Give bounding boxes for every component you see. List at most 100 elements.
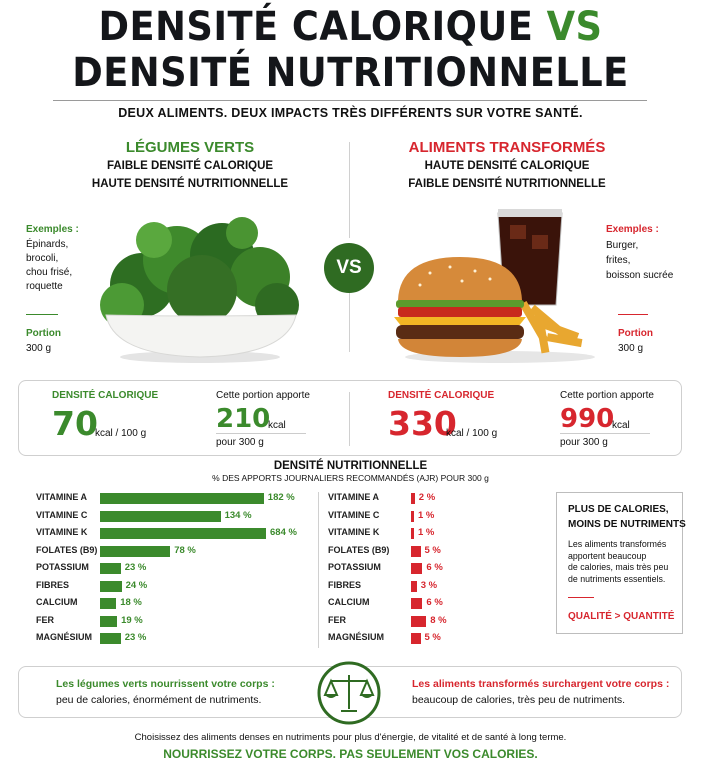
- nutrient-value: 23 %: [124, 562, 147, 573]
- nutrient-value: 24 %: [125, 579, 148, 591]
- burger-meal-image: [394, 209, 595, 363]
- side-box-punch: QUALITÉ > QUANTITÉ: [568, 611, 675, 622]
- left-examples: Épinards, brocoli, chou frisé, roquette: [26, 239, 73, 292]
- balance-scale-icon: [317, 661, 381, 725]
- nutrient-label: CALCIUM: [36, 597, 78, 607]
- nutrient-value: 134 %: [224, 509, 252, 521]
- nutrient-value: 3 %: [420, 579, 438, 591]
- right-density-value: 330: [388, 404, 457, 443]
- nutrient-bar: [411, 633, 421, 644]
- nutrient-bar: [100, 633, 121, 644]
- nutrient-label: VITAMINE A: [328, 492, 379, 502]
- left-sub1: FAIBLE DENSITÉ CALORIQUE: [106, 160, 274, 172]
- right-examples: Burger, frites, boisson sucrée: [606, 240, 674, 281]
- center-divider-mid: [349, 292, 350, 352]
- left-kcal: kcal: [268, 420, 286, 431]
- right-portion-label: Portion: [618, 328, 653, 339]
- right-portion-value: 300 g: [618, 343, 644, 354]
- right-kcal-rule: [560, 433, 650, 434]
- right-heading: ALIMENTS TRANSFORMÉS: [408, 139, 606, 156]
- side-box-body: Les aliments transformés apportent beauco…: [568, 539, 669, 584]
- bottom-left-title: Les légumes verts nourrissent votre corp…: [56, 678, 275, 690]
- nutrient-bar: [411, 598, 423, 609]
- subtitle: DEUX ALIMENTS. DEUX IMPACTS TRÈS DIFFÉRE…: [118, 106, 583, 120]
- left-portion-text: Cette portion apporte: [216, 390, 310, 401]
- side-box-rule: [568, 597, 594, 598]
- nutrient-value: 2 %: [418, 492, 436, 503]
- nutrient-label: VITAMINE K: [36, 527, 88, 537]
- right-kcal: kcal: [612, 420, 630, 431]
- left-portion-rule: [26, 314, 58, 315]
- nutrient-bar: [411, 580, 417, 592]
- title-line-1: DENSITÉ CALORIQUE VS: [98, 4, 603, 50]
- right-portion-kcal: 990: [560, 404, 615, 434]
- left-heading: LÉGUMES VERTS: [125, 139, 255, 156]
- right-sub1: HAUTE DENSITÉ CALORIQUE: [424, 160, 590, 172]
- nutrient-value: 6 %: [426, 562, 443, 573]
- bottom-right-title: Les aliments transformés surchargent vot…: [412, 678, 670, 690]
- nutrient-bar: [100, 510, 221, 522]
- nutrient-value: 684 %: [270, 527, 297, 538]
- nutrient-label: FOLATES (B9): [328, 544, 390, 555]
- left-examples-label: Exemples :: [26, 224, 79, 235]
- nutrient-value: 5 %: [424, 544, 441, 556]
- title-divider: [53, 100, 647, 101]
- nutrient-bar: [100, 615, 118, 627]
- footer-line2: NOURRISSEZ VOTRE CORPS. PAS SEULEMENT VO…: [163, 747, 538, 761]
- bottom-left-body: peu de calories, énormément de nutriment…: [56, 694, 262, 706]
- nutri-chart-right: VITAMINE A 2 % VITAMINE C 1 % VITAMINE K 1 % F…: [328, 490, 548, 650]
- nutrient-value: 8 %: [430, 614, 447, 626]
- right-density-unit: kcal / 100 g: [446, 428, 498, 439]
- nutrient-label: FER: [328, 614, 346, 625]
- nutrient-label: MAGNÉSIUM: [328, 632, 384, 642]
- nutrient-bar: [411, 563, 423, 574]
- left-portion-label: Portion: [26, 328, 61, 339]
- nutrient-bar: [411, 510, 414, 522]
- nutrient-value: 1 %: [418, 509, 435, 521]
- right-sub2: FAIBLE DENSITÉ NUTRITIONNELLE: [408, 178, 606, 190]
- vs-badge: VS: [324, 243, 374, 293]
- nutrient-label: VITAMINE C: [36, 509, 88, 520]
- nutrient-label: VITAMINE K: [328, 527, 380, 537]
- nutrient-bar: [100, 563, 121, 574]
- chart-divider: [318, 492, 319, 648]
- nutri-subtitle: % DES APPORTS JOURNALIERS RECOMMANDÉS (A…: [212, 473, 489, 483]
- nutrient-label: FIBRES: [36, 579, 70, 590]
- nutrient-value: 1 %: [418, 527, 435, 538]
- nutrient-value: 6 %: [426, 597, 443, 608]
- right-pour: pour 300 g: [560, 437, 608, 448]
- nutri-title: DENSITÉ NUTRITIONNELLE: [273, 460, 428, 472]
- left-portion-kcal: 210: [216, 404, 271, 434]
- right-examples-label: Exemples :: [606, 224, 659, 235]
- nutrient-bar: [411, 615, 427, 627]
- nutrient-label: POTASSIUM: [36, 562, 89, 572]
- stats-divider: [349, 392, 350, 446]
- left-pour: pour 300 g: [216, 437, 264, 448]
- nutrient-value: 5 %: [424, 632, 441, 643]
- right-portion-text: Cette portion apporte: [560, 390, 654, 401]
- footer-line1: Choisissez des aliments denses en nutrim…: [134, 732, 567, 743]
- nutrient-value: 182 %: [267, 492, 295, 503]
- center-divider-top: [349, 142, 350, 238]
- left-portion-value: 300 g: [26, 343, 52, 354]
- left-density-unit: kcal / 100 g: [95, 428, 147, 439]
- side-box: [556, 492, 683, 634]
- left-density-value: 70: [52, 404, 98, 443]
- right-portion-rule: [618, 314, 648, 315]
- left-sub2: HAUTE DENSITÉ NUTRITIONNELLE: [91, 178, 289, 190]
- nutrient-value: 19 %: [121, 614, 143, 626]
- nutrient-bar: [411, 545, 421, 557]
- nutrient-bar: [411, 493, 415, 504]
- nutrient-bar: [100, 545, 171, 557]
- nutri-chart-left: VITAMINE A 182 % VITAMINE C 134 % VITAMINE K…: [36, 490, 316, 650]
- bottom-right-body: beaucoup de calories, très peu de nutrim…: [412, 694, 626, 706]
- nutrient-value: 23 %: [124, 632, 147, 643]
- title-line-2: DENSITÉ NUTRITIONNELLE: [72, 50, 629, 96]
- nutrient-label: MAGNÉSIUM: [36, 632, 92, 642]
- veggie-bowl-image: [100, 217, 299, 363]
- left-density-label: DENSITÉ CALORIQUE: [52, 390, 159, 401]
- nutrient-label: FOLATES (B9): [36, 544, 98, 555]
- side-box-title: PLUS DE CALORIES, MOINS DE NUTRIMENTS: [568, 504, 686, 530]
- nutrient-label: VITAMINE C: [328, 509, 380, 520]
- nutrient-label: VITAMINE A: [36, 492, 87, 502]
